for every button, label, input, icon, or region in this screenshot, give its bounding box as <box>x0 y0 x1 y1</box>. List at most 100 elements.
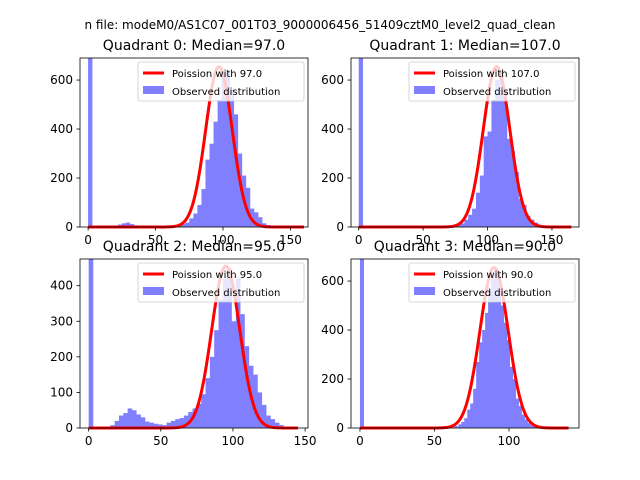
histogram-bar <box>213 121 218 227</box>
axes-frame <box>79 258 309 429</box>
y-tick-label: 200 <box>321 171 344 185</box>
y-tick-label: 0 <box>336 220 344 234</box>
histogram-bar <box>461 421 466 428</box>
histogram-bar <box>464 418 469 428</box>
histogram-bar <box>88 58 93 227</box>
histogram-bar <box>131 410 137 428</box>
histogram-bar <box>473 388 478 428</box>
histogram-bar <box>266 415 271 428</box>
y-tick-label: 0 <box>65 421 73 435</box>
legend-label-observed: Observed distribution <box>172 288 280 299</box>
y-tick-label: 400 <box>321 122 344 136</box>
histogram-bar <box>503 89 508 227</box>
y-tick-label: 400 <box>50 122 73 136</box>
histogram-bar <box>181 224 186 227</box>
legend-label-poisson: Poission with 107.0 <box>443 69 539 80</box>
histogram-bar <box>532 426 537 428</box>
histogram-bar <box>520 414 525 428</box>
histogram-bar <box>127 408 133 428</box>
histogram-bar <box>511 379 516 428</box>
legend-label-observed: Observed distribution <box>443 288 551 299</box>
x-tick-label: 150 <box>294 434 317 448</box>
histogram-bar <box>231 321 237 428</box>
x-tick-label: 100 <box>476 233 499 247</box>
x-tick-label: 50 <box>415 233 430 247</box>
histogram-bar <box>488 290 493 428</box>
histogram-bar <box>518 198 523 227</box>
histogram-bar <box>472 208 477 227</box>
histogram-bar <box>261 404 267 428</box>
y-tick-label: 600 <box>321 73 344 87</box>
legend-patch-swatch <box>143 287 164 295</box>
legend-patch-swatch <box>143 86 164 94</box>
legend-label-observed: Observed distribution <box>443 87 551 98</box>
histogram-bar <box>497 281 502 428</box>
legend-box <box>137 61 305 102</box>
histogram-bar <box>240 314 245 428</box>
histogram-bar <box>491 99 496 227</box>
histogram-bar <box>235 278 241 428</box>
x-tick-label: 100 <box>498 434 521 448</box>
histogram-bar <box>483 136 488 227</box>
histogram-bar <box>523 419 528 428</box>
histogram-bar <box>526 215 531 227</box>
histogram-bar <box>153 423 159 428</box>
y-tick-label: 200 <box>50 171 73 185</box>
histogram-bar <box>245 187 251 227</box>
y-tick-label: 600 <box>321 274 344 288</box>
x-tick-label: 50 <box>427 434 442 448</box>
histogram-bar <box>121 223 127 227</box>
x-tick-label: 50 <box>148 233 163 247</box>
histogram-bar <box>183 415 189 428</box>
histogram-bar <box>136 414 141 428</box>
histogram-bar <box>467 409 472 428</box>
histogram-bar <box>225 70 231 227</box>
histogram-bar <box>506 138 512 227</box>
figure-suptitle: n file: modeM0/AS1C07_001T03_9000006456_… <box>85 18 556 32</box>
legend-box <box>408 61 576 102</box>
histogram-bar <box>205 378 211 428</box>
histogram-bar <box>514 398 519 428</box>
histogram-bar <box>460 223 465 227</box>
histogram-bar <box>453 426 458 428</box>
quadrant-title: Quadrant 3: Median=90.0 <box>374 239 556 255</box>
histogram-bar <box>526 423 531 428</box>
legend: Poission with 107.0 Observed distribution <box>408 61 576 102</box>
histogram-bar <box>510 151 515 227</box>
histogram-bar <box>192 408 198 428</box>
histogram-bar <box>359 259 364 428</box>
quadrant-3-panel: 0 50 100 0 200 400 600 Quadrant 3: Median=90.0 P… <box>321 239 580 448</box>
histogram-bar <box>517 405 522 428</box>
histogram-bar <box>485 312 490 428</box>
histogram-bar <box>468 214 473 227</box>
x-tick-label: 0 <box>85 434 93 448</box>
histogram-bar <box>458 424 463 428</box>
histogram-bar <box>358 58 363 227</box>
histogram-bar <box>257 392 263 428</box>
histogram-bar <box>470 403 475 428</box>
histogram-bar <box>505 339 510 428</box>
histogram-bar <box>508 366 513 428</box>
x-tick-label: 150 <box>279 233 302 247</box>
legend: Poission with 97.0 Observed distribution <box>137 61 305 102</box>
histogram-bar <box>479 175 485 227</box>
quadrant-0-panel: 0 50 100 150 0 200 400 600 Quadrant 0: Median=97… <box>50 38 309 247</box>
legend-label-observed: Observed distribution <box>172 87 280 98</box>
histogram-bar <box>514 171 519 227</box>
histogram-bar <box>499 70 504 227</box>
axes-frame <box>350 258 580 429</box>
histogram-bar <box>166 422 172 428</box>
histogram-bar <box>217 99 222 227</box>
legend-label-poisson: Poission with 95.0 <box>172 270 262 281</box>
histogram-bar <box>209 143 214 227</box>
y-tick-label: 0 <box>336 421 344 435</box>
quadrant-2-panel: 0 50 100 150 0 100 200 300 400 Quadrant 2: Median… <box>50 239 316 448</box>
legend-label-poisson: Poission with 90.0 <box>443 270 533 281</box>
legend-patch-swatch <box>414 287 435 295</box>
histogram-bar <box>229 89 235 227</box>
legend-label-poisson: Poission with 97.0 <box>172 69 262 80</box>
histogram-bar <box>118 415 124 428</box>
histogram-bar <box>125 222 131 227</box>
histogram-bar <box>114 420 120 428</box>
